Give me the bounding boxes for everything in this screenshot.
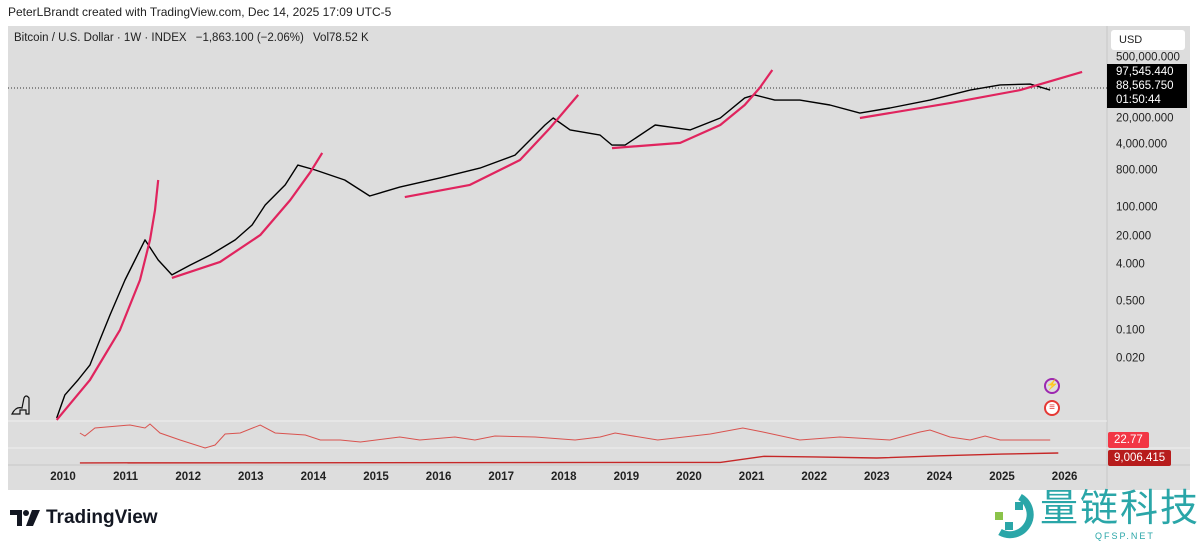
- x-tick-label: 2018: [551, 471, 577, 483]
- attribution: PeterLBrandt created with TradingView.co…: [8, 5, 392, 19]
- currency-selector[interactable]: USD: [1111, 30, 1185, 50]
- y-tick-label: 100.000: [1116, 201, 1158, 214]
- watermark-logo-icon: [995, 493, 1034, 539]
- y-tick-label: 0.100: [1116, 324, 1145, 337]
- watermark-subtext: QFSP.NET: [1095, 531, 1155, 541]
- symbol-legend: Bitcoin / U.S. Dollar · 1W · INDEX −1,86…: [14, 32, 375, 44]
- x-tick-label: 2022: [801, 471, 827, 483]
- indicator-1-line: [79, 423, 1051, 449]
- us-flag-event-icon[interactable]: ≡: [1044, 400, 1060, 416]
- y-tick-label: 0.500: [1116, 295, 1145, 308]
- y-tick-label: 4.000: [1116, 258, 1145, 271]
- x-tick-label: 2019: [613, 471, 640, 483]
- x-tick-label: 2013: [238, 471, 264, 483]
- x-tick-label: 2017: [488, 471, 514, 483]
- x-tick-label: 2015: [363, 471, 389, 483]
- volume: Vol78.52 K: [313, 32, 369, 44]
- x-tick-label: 2021: [738, 471, 765, 483]
- y-tick-label: 4,000.000: [1116, 138, 1168, 151]
- x-tick-label: 2010: [50, 471, 76, 483]
- bar-countdown: 01:50:44: [1116, 94, 1161, 106]
- tradingview-logo-icon: [10, 510, 40, 526]
- price-series-line: [56, 83, 1051, 419]
- dino-icon: [11, 395, 30, 415]
- last-price-label: 97,545.440 88,565.750 01:50:44: [1107, 64, 1187, 108]
- last-price-b: 88,565.750: [1116, 80, 1174, 92]
- y-tick-label: 500,000.000: [1116, 51, 1180, 64]
- y-tick-label: 20.000: [1116, 230, 1152, 243]
- x-tick-label: 2023: [864, 471, 890, 483]
- indicator-2-value: 9,006.415: [1108, 450, 1172, 466]
- parabolic-curve-3: [404, 94, 580, 199]
- parabolic-curve-4: [611, 69, 774, 150]
- x-tick-label: 2020: [676, 471, 702, 483]
- y-tick-label: 0.020: [1116, 352, 1145, 365]
- price-change: −1,863.100 (−2.06%): [195, 32, 304, 44]
- y-tick-label: 800.000: [1116, 164, 1158, 177]
- watermark-text: 量链科技: [1040, 486, 1200, 530]
- indicator-1-value: 22.77: [1108, 432, 1149, 448]
- x-tick-label: 2026: [1051, 471, 1078, 483]
- x-tick-label: 2025: [989, 471, 1015, 483]
- x-tick-label: 2012: [175, 471, 201, 483]
- tradingview-logo[interactable]: TradingView: [10, 507, 158, 529]
- x-tick-label: 2011: [113, 471, 139, 483]
- parabolic-curve-5: [859, 70, 1083, 120]
- parabolic-curve-1: [55, 179, 160, 421]
- lightning-event-icon[interactable]: ⚡: [1044, 378, 1060, 394]
- indicator-2-line: [79, 452, 1059, 464]
- x-tick-label: 2016: [425, 471, 452, 483]
- x-tick-label: 2014: [300, 471, 327, 483]
- symbol-title[interactable]: Bitcoin / U.S. Dollar · 1W · INDEX: [14, 32, 187, 44]
- tradingview-logo-text: TradingView: [46, 507, 158, 528]
- last-price-a: 97,545.440: [1116, 66, 1174, 78]
- y-tick-label: 20,000.000: [1116, 112, 1174, 125]
- x-tick-label: 2024: [926, 471, 953, 483]
- parabolic-curve-2: [171, 152, 324, 279]
